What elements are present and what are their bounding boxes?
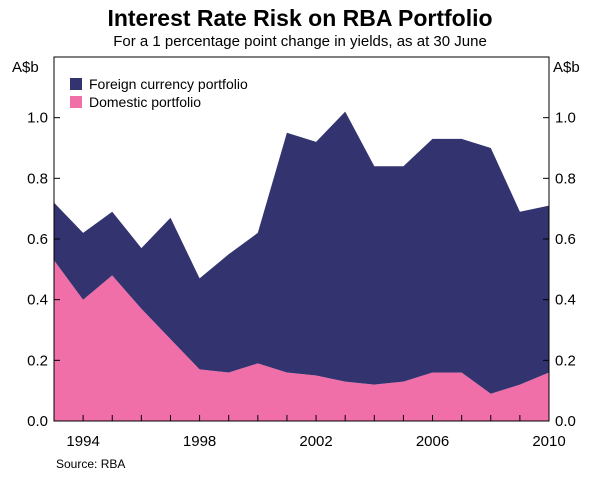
x-axis-ticks: 1994 1998 2002 2006 2010 bbox=[66, 415, 566, 450]
y-axis-ticks: 0.0 0.0 0.2 0.2 0.4 0.4 0.6 0.6 0.8 0.8 1.0 1.0 bbox=[27, 110, 576, 430]
plot-frame bbox=[53, 56, 550, 422]
y-tick-label-right: 0.4 bbox=[555, 292, 576, 309]
y-tick-label-right: 0.2 bbox=[555, 352, 576, 369]
y-tick-label-left: 0.4 bbox=[27, 292, 48, 309]
chart-subtitle: For a 1 percentage point change in yield… bbox=[113, 33, 487, 50]
area-foreign-currency-portfolio bbox=[54, 111, 549, 394]
y-tick-label-right: 0.8 bbox=[555, 170, 576, 187]
y-axis-label-right: A$b bbox=[553, 59, 580, 76]
area-domestic-portfolio bbox=[54, 260, 549, 421]
legend-label-foreign: Foreign currency portfolio bbox=[89, 76, 248, 92]
legend-label-domestic: Domestic portfolio bbox=[89, 94, 201, 110]
x-tick-label: 1994 bbox=[66, 433, 99, 450]
y-tick-label-left: 0.2 bbox=[27, 352, 48, 369]
y-tick-label-right: 0.6 bbox=[555, 231, 576, 248]
chart-title: Interest Rate Risk on RBA Portfolio bbox=[107, 5, 492, 31]
y-tick-label-right: 1.0 bbox=[555, 110, 576, 127]
x-tick-label: 2002 bbox=[299, 433, 332, 450]
x-tick-label: 1998 bbox=[183, 433, 216, 450]
legend: Foreign currency portfolio Domestic port… bbox=[70, 76, 248, 110]
x-tick-label: 2006 bbox=[416, 433, 449, 450]
legend-swatch-domestic bbox=[70, 96, 82, 108]
y-axis-label-left: A$b bbox=[12, 59, 39, 76]
x-tick-label: 2010 bbox=[532, 433, 565, 450]
area-layers bbox=[54, 111, 549, 421]
y-tick-label-right: 0.0 bbox=[555, 413, 576, 430]
y-tick-label-left: 0.0 bbox=[27, 413, 48, 430]
y-tick-label-left: 1.0 bbox=[27, 110, 48, 127]
y-tick-label-left: 0.8 bbox=[27, 170, 48, 187]
legend-swatch-foreign bbox=[70, 78, 82, 90]
y-tick-label-left: 0.6 bbox=[27, 231, 48, 248]
source-note: Source: RBA bbox=[56, 457, 125, 471]
